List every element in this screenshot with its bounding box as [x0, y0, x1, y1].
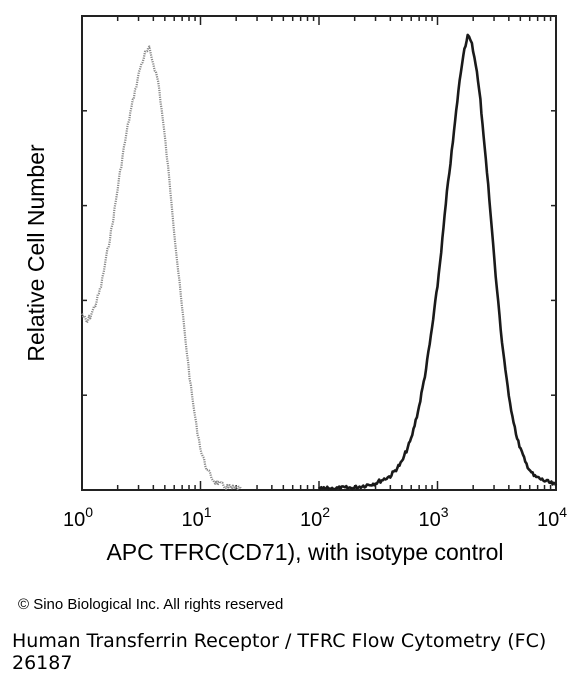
x-tick-exponent: 3	[441, 504, 449, 520]
tick-labels: 100 101 102 103 104	[63, 504, 567, 531]
plot-frame	[81, 15, 557, 491]
x-tick-label: 101	[181, 504, 211, 531]
flow-cytometry-histogram: 100 101 102 103 104 APC TFRC(CD71), with iso…	[23, 15, 567, 565]
x-tick-label: 100	[63, 504, 93, 531]
figure-caption: Human Transferrin Receptor / TFRC Flow C…	[12, 630, 547, 674]
x-tick-label: 102	[300, 504, 330, 531]
histogram-series	[80, 33, 558, 491]
series-tfrc-line	[317, 33, 558, 491]
x-axis-label: APC TFRC(CD71), with isotype control	[106, 539, 503, 565]
x-tick-label: 104	[537, 504, 567, 531]
series-isotype-line	[80, 45, 243, 491]
x-tick-exponent: 2	[322, 504, 330, 520]
x-tick-exponent: 4	[559, 504, 567, 520]
x-tick-label: 103	[418, 504, 448, 531]
tick-marks	[81, 15, 557, 491]
y-axis-label: Relative Cell Number	[23, 144, 49, 362]
x-tick-exponent: 0	[85, 504, 93, 520]
x-tick-exponent: 1	[204, 504, 212, 520]
copyright-notice: © Sino Biological Inc. All rights reserv…	[18, 596, 284, 613]
